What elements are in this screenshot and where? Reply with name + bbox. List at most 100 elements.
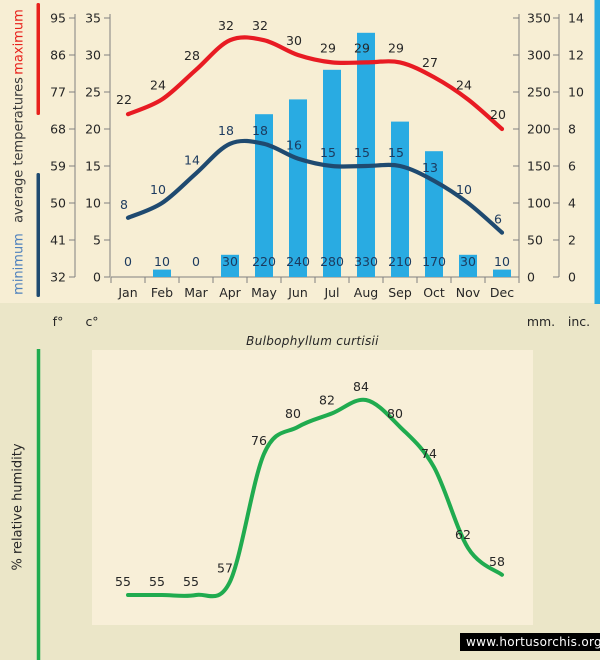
max-temperature-value: 24	[150, 77, 166, 92]
month-label: May	[251, 285, 277, 300]
rainfall-value: 10	[494, 254, 510, 269]
celsius-axis-tick-label: 25	[85, 85, 101, 100]
min-temperature-value: 10	[456, 182, 472, 197]
humidity-axis-title: % relative humidity	[11, 443, 26, 570]
inches-unit-label: inc.	[568, 314, 590, 329]
millimeters-axis-tick-label: 50	[527, 233, 543, 248]
celsius-axis-tick-label: 35	[85, 11, 101, 26]
millimeters-axis-tick-label: 350	[527, 11, 551, 26]
inches-axis-tick-label: 10	[568, 85, 584, 100]
rainfall-bar	[255, 114, 273, 277]
fahrenheit-unit-label: f°	[53, 314, 64, 329]
inches-axis-tick-label: 2	[568, 233, 576, 248]
humidity-value: 76	[251, 433, 267, 448]
minimum-legend-bar	[36, 173, 40, 297]
min-temperature-line	[125, 138, 505, 235]
max-temperature-value: 28	[184, 48, 200, 63]
temperature-rainfall-chart: maximum average temperatures minimum 95 8…	[12, 0, 600, 329]
rainfall-bar	[153, 269, 171, 277]
max-temperature-value: 20	[490, 107, 506, 122]
minimum-axis-title: minimum	[12, 233, 27, 295]
humidity-chart: % relative humidity 55 55 55 57 76 80 82 84 80 74…	[11, 349, 505, 660]
month-label: Jun	[287, 285, 308, 300]
millimeters-axis-tick-label: 300	[527, 48, 551, 63]
humidity-value: 82	[319, 392, 335, 407]
max-temperature-value: 29	[320, 40, 336, 55]
humidity-value: 74	[421, 446, 437, 461]
rainfall-bar	[459, 254, 477, 277]
humidity-line	[126, 397, 504, 599]
min-temperature-value: 10	[150, 182, 166, 197]
fahrenheit-axis-tick-label: 77	[50, 85, 66, 100]
rainfall-value: 10	[154, 254, 170, 269]
watermark: www.hortusorchis.org	[460, 633, 600, 651]
rainfall-value: 210	[388, 254, 412, 269]
min-temperature-value: 13	[422, 160, 438, 175]
species-title: Bulbophyllum curtisii	[246, 334, 379, 348]
max-temperature-value: 30	[286, 33, 302, 48]
humidity-value: 62	[455, 527, 471, 542]
millimeters-axis-tick-label: 250	[527, 85, 551, 100]
month-label: Mar	[184, 285, 208, 300]
month-label: Oct	[423, 285, 445, 300]
rainfall-bar	[493, 269, 511, 277]
humidity-value: 57	[217, 561, 233, 576]
month-label: Aug	[354, 285, 378, 300]
fahrenheit-axis-tick-label: 68	[50, 122, 66, 137]
millimeters-axis-tick-label: 100	[527, 196, 551, 211]
millimeters-unit-label: mm.	[527, 314, 555, 329]
rainfall-value: 330	[354, 254, 378, 269]
rainfall-bar	[357, 32, 375, 277]
min-temperature-value: 15	[320, 145, 336, 160]
humidity-value: 55	[149, 574, 165, 589]
min-temperature-value: 18	[218, 123, 234, 138]
rainfall-value: 170	[422, 254, 446, 269]
max-temperature-line	[125, 35, 505, 132]
max-temperature-value: 22	[116, 92, 132, 107]
max-temperature-value: 32	[218, 18, 234, 33]
inches-axis-tick-label: 4	[568, 196, 576, 211]
humidity-value: 80	[285, 406, 301, 421]
max-temperature-value: 29	[388, 40, 404, 55]
min-temperature-value: 14	[184, 152, 200, 167]
celsius-axis-tick-label: 20	[85, 122, 101, 137]
month-label: Jan	[117, 285, 137, 300]
rainfall-value: 220	[252, 254, 276, 269]
humidity-value: 58	[489, 554, 505, 569]
max-temperature-value: 29	[354, 40, 370, 55]
top-chart-plot: 9586776859504132353025201510503503002502…	[50, 11, 584, 301]
maximum-legend-bar	[36, 3, 40, 115]
right-accent-strip	[594, 0, 600, 304]
min-temperature-value: 15	[388, 145, 404, 160]
rainfall-value: 0	[192, 254, 200, 269]
fahrenheit-axis-tick-label: 32	[50, 270, 66, 285]
min-temperature-value: 6	[494, 212, 502, 227]
humidity-value: 80	[387, 406, 403, 421]
fahrenheit-axis-tick-label: 41	[50, 233, 66, 248]
humidity-value: 55	[183, 574, 199, 589]
min-temperature-value: 8	[120, 197, 128, 212]
month-label: Sep	[388, 285, 412, 300]
max-temperature-value: 32	[252, 18, 268, 33]
humidity-value: 55	[115, 574, 131, 589]
max-temperature-value: 27	[422, 55, 438, 70]
celsius-axis-tick-label: 30	[85, 48, 101, 63]
month-label: Apr	[219, 285, 241, 300]
rainfall-bar	[289, 99, 307, 278]
inches-axis-tick-label: 14	[568, 11, 584, 26]
celsius-axis-tick-label: 15	[85, 159, 101, 174]
min-temperature-value: 18	[252, 123, 268, 138]
maximum-axis-title: maximum	[12, 9, 27, 75]
rainfall-value: 0	[124, 254, 132, 269]
inches-axis-tick-label: 6	[568, 159, 576, 174]
millimeters-axis-tick-label: 150	[527, 159, 551, 174]
rainfall-bar	[221, 254, 239, 277]
rainfall-value: 280	[320, 254, 344, 269]
humidity-plot: 55 55 55 57 76 80 82 84 80 74 62 58	[115, 379, 505, 599]
millimeters-axis-tick-label: 200	[527, 122, 551, 137]
celsius-axis-tick-label: 0	[93, 270, 101, 285]
millimeters-axis-tick-label: 0	[527, 270, 535, 285]
celsius-axis-tick-label: 10	[85, 196, 101, 211]
inches-axis-tick-label: 12	[568, 48, 584, 63]
humidity-value: 84	[353, 379, 369, 394]
